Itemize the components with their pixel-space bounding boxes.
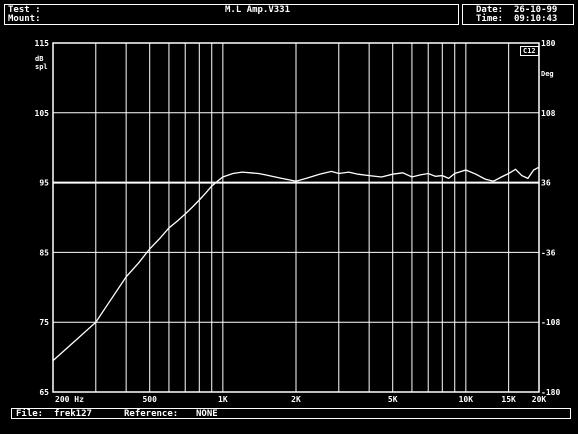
y-left-tick-label: 95: [39, 179, 49, 188]
x-tick-label: 20K: [532, 395, 547, 404]
y-right-tick-label: 36: [541, 179, 551, 188]
x-tick-label: 500: [142, 395, 157, 404]
reference-label: Reference:: [124, 409, 179, 419]
date-value: 26-10-99: [514, 5, 558, 15]
footer-box: [11, 408, 571, 419]
x-tick-label: 10K: [459, 395, 474, 404]
y-left-tick-label: 105: [35, 109, 50, 118]
time-value: 09:10:43: [514, 14, 558, 24]
y-right-tick-label: -180: [541, 388, 560, 397]
y-right-tick-label: 108: [541, 109, 556, 118]
y-left-tick-label: 115: [35, 39, 50, 48]
x-tick-label: 5K: [388, 395, 398, 404]
x-tick-label: 15K: [501, 395, 516, 404]
response-curve: [52, 166, 540, 362]
file-label: File:: [16, 409, 44, 419]
reference-value: NONE: [196, 409, 218, 419]
y-left-tick-label: 85: [39, 248, 49, 257]
header-right-box: [462, 4, 574, 25]
test-label: Test :: [8, 5, 41, 15]
file-value: frek127: [54, 409, 92, 419]
y-left-tick-label: 65: [39, 388, 49, 397]
page-title: M.L Amp.V331: [225, 5, 291, 15]
header-left-box: [4, 4, 459, 25]
date-label: Date:: [476, 5, 504, 15]
y-right-unit: Deg: [541, 70, 554, 78]
y-right-tick-label: 180: [541, 39, 556, 48]
y-right-tick-label: -36: [541, 248, 556, 257]
legend-box: C12: [520, 46, 539, 56]
y-left-tick-label: 75: [39, 318, 49, 327]
mount-label: Mount:: [8, 14, 41, 24]
time-label: Time:: [476, 14, 504, 24]
x-tick-label: 2K: [291, 395, 301, 404]
y-left-unit: dB spl: [35, 55, 48, 71]
x-tick-label: 1K: [218, 395, 228, 404]
y-right-tick-label: -108: [541, 318, 560, 327]
x-tick-label: 200 Hz: [55, 395, 84, 404]
